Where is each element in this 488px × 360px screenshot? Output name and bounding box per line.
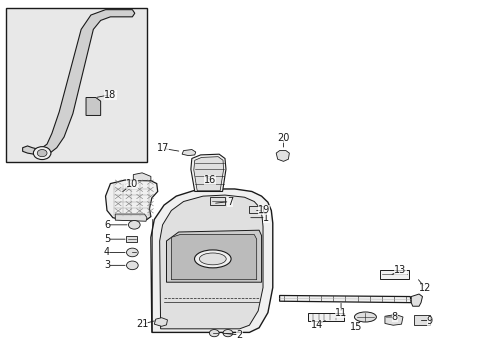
- Polygon shape: [22, 10, 135, 156]
- Bar: [126, 236, 137, 242]
- Text: 1: 1: [263, 213, 269, 222]
- Ellipse shape: [354, 312, 376, 322]
- Ellipse shape: [199, 253, 226, 265]
- Polygon shape: [133, 173, 151, 181]
- Text: 7: 7: [226, 197, 232, 207]
- Bar: [379, 270, 408, 279]
- Polygon shape: [171, 234, 256, 280]
- Circle shape: [209, 329, 219, 337]
- Text: 14: 14: [310, 320, 322, 330]
- Polygon shape: [384, 315, 402, 325]
- Text: 6: 6: [104, 220, 110, 230]
- Text: 13: 13: [394, 265, 406, 275]
- Text: 12: 12: [418, 283, 430, 293]
- Polygon shape: [276, 150, 289, 161]
- Circle shape: [128, 221, 140, 229]
- Text: 11: 11: [334, 309, 346, 318]
- Text: 3: 3: [104, 260, 110, 270]
- Polygon shape: [193, 157, 223, 191]
- Text: 2: 2: [236, 330, 242, 340]
- Polygon shape: [151, 189, 272, 332]
- Text: 9: 9: [426, 316, 432, 325]
- Polygon shape: [182, 149, 195, 156]
- Text: 8: 8: [391, 312, 397, 322]
- Circle shape: [33, 147, 51, 159]
- Polygon shape: [279, 296, 410, 303]
- Polygon shape: [105, 180, 158, 220]
- Circle shape: [126, 248, 138, 257]
- Circle shape: [223, 329, 232, 337]
- Polygon shape: [190, 154, 225, 192]
- Bar: [413, 315, 429, 325]
- Text: 5: 5: [103, 234, 110, 244]
- Circle shape: [126, 261, 138, 270]
- Text: 17: 17: [157, 143, 169, 153]
- Bar: [249, 206, 263, 213]
- Bar: [210, 197, 224, 205]
- Text: 18: 18: [104, 90, 116, 100]
- Bar: [307, 314, 344, 320]
- Ellipse shape: [194, 250, 231, 268]
- Text: 15: 15: [349, 322, 361, 332]
- Text: 10: 10: [126, 179, 138, 189]
- Text: 19: 19: [257, 206, 269, 216]
- Text: 21: 21: [136, 319, 148, 329]
- Polygon shape: [86, 98, 101, 116]
- Polygon shape: [154, 318, 167, 326]
- Text: 4: 4: [104, 247, 110, 257]
- Polygon shape: [159, 195, 263, 329]
- Bar: [5, 8, 147, 162]
- Text: 16: 16: [204, 175, 216, 185]
- Circle shape: [37, 149, 47, 157]
- Polygon shape: [166, 230, 261, 282]
- Polygon shape: [115, 214, 147, 221]
- Text: 20: 20: [277, 133, 289, 143]
- Polygon shape: [410, 294, 422, 306]
